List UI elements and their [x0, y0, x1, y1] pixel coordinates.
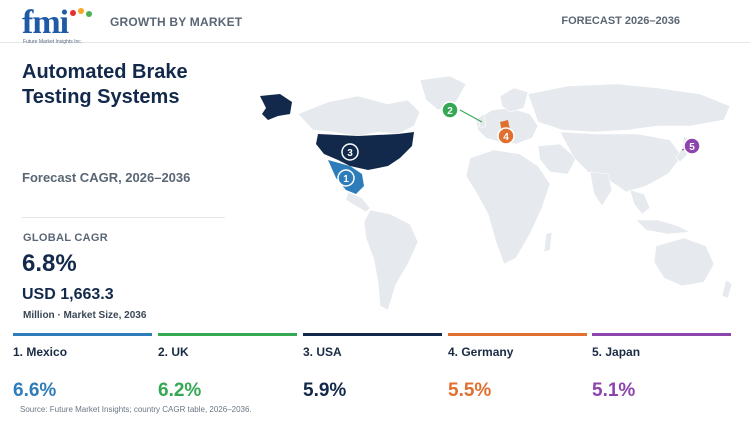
logo-dot [86, 11, 92, 17]
header-bar: fmi Future Market Insights Inc. GROWTH B… [0, 0, 750, 45]
map-land-canada [297, 95, 421, 137]
country-name: 1. Mexico [13, 345, 68, 359]
country-card-usa[interactable]: 3. USA 5.9% [303, 333, 443, 402]
map-region-usa [316, 132, 414, 170]
page-title: Automated Brake Testing Systems [22, 61, 188, 108]
country-name: 3. USA [303, 345, 342, 359]
map-land-russia [527, 83, 731, 133]
marker-japan: 5 [683, 137, 701, 155]
country-color-bar [158, 333, 297, 336]
country-card-japan[interactable]: 5. Japan 5.1% [592, 333, 732, 402]
map-land-africa [465, 149, 551, 265]
world-map: 1 2 3 4 5 [260, 75, 733, 311]
marker-mexico: 1 [337, 169, 355, 187]
country-card-germany[interactable]: 4. Germany 5.5% [448, 333, 588, 402]
global-cagr-value: 6.8% [22, 250, 77, 277]
logo-tagline: Future Market Insights Inc. [23, 39, 83, 45]
global-cagr-label: GLOBAL CAGR [23, 232, 108, 244]
svg-text:5: 5 [689, 142, 695, 153]
map-land-india [589, 171, 613, 207]
map-region-alaska [260, 94, 292, 120]
logo-dot [78, 8, 84, 14]
country-cagr: 6.2% [158, 380, 202, 401]
map-land-madagascar [543, 231, 553, 253]
map-land-scandinavia [499, 87, 529, 113]
country-cagr: 5.9% [303, 380, 347, 401]
marker-uk: 2 [441, 101, 459, 119]
country-card-uk[interactable]: 2. UK 6.2% [158, 333, 298, 402]
divider [22, 217, 225, 218]
forecast-cagr-label: Forecast CAGR, 2026–2036 [22, 170, 191, 185]
logo-dot [70, 10, 76, 16]
market-size-unit: Million · Market Size, 2036 [23, 310, 147, 321]
map-land-southeast-asia [629, 189, 651, 215]
country-color-bar [303, 333, 442, 336]
section-label: GROWTH BY MARKET [110, 15, 243, 29]
country-name: 5. Japan [592, 345, 641, 359]
map-land-asia [559, 131, 683, 193]
source-note: Source: Future Market Insights; country … [20, 405, 252, 414]
country-color-bar [448, 333, 587, 336]
map-land-greenland [419, 75, 467, 111]
country-color-bar [592, 333, 731, 336]
marker-germany: 4 [497, 127, 515, 145]
map-land-central-america [345, 191, 371, 213]
map-land-new-zealand [721, 279, 733, 299]
marker-usa: 3 [341, 143, 359, 161]
map-land-south-america [363, 209, 419, 311]
marker-connector-uk [459, 109, 483, 123]
market-size-value: USD 1,663.3 [22, 286, 114, 303]
map-land-indonesia [635, 219, 692, 235]
country-color-bar [13, 333, 152, 336]
country-cagr: 6.6% [13, 380, 57, 401]
forecast-period-label: FORECAST 2026–2036 [561, 15, 680, 27]
map-land-australia [653, 237, 715, 287]
country-card-mexico[interactable]: 1. Mexico 6.6% [13, 333, 153, 402]
country-cagr: 5.1% [592, 380, 636, 401]
fmi-logo[interactable]: fmi Future Market Insights Inc. [22, 4, 94, 45]
map-land-middle-east [537, 143, 577, 175]
country-name: 2. UK [158, 345, 189, 359]
svg-text:1: 1 [343, 174, 349, 185]
logo-wordmark: fmi [22, 4, 69, 41]
svg-text:3: 3 [347, 148, 353, 159]
map-land-uk [477, 113, 487, 129]
svg-text:4: 4 [503, 132, 509, 143]
country-cagr: 5.5% [448, 380, 492, 401]
country-name: 4. Germany [448, 345, 514, 359]
svg-text:2: 2 [447, 106, 453, 117]
